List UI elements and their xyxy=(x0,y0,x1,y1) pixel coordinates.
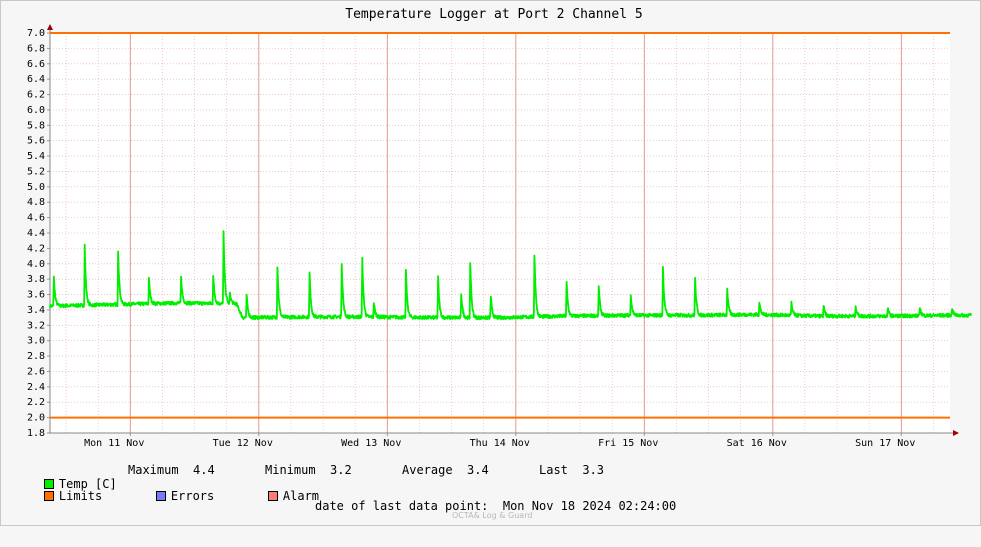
temperature-line xyxy=(49,230,972,321)
x-tick-label: Mon 11 Nov xyxy=(84,438,144,449)
y-tick-label: 5.0 xyxy=(27,182,45,193)
y-tick-label: 2.0 xyxy=(27,413,45,424)
last-label: Last xyxy=(539,463,568,477)
x-tick-label: Tue 12 Nov xyxy=(213,438,273,449)
legend-alarm-label: Alarm xyxy=(282,489,320,503)
y-tick-label: 6.2 xyxy=(27,90,45,101)
errors-swatch xyxy=(155,491,166,501)
legend-average: Average 3.4 xyxy=(402,463,489,477)
legend-last: Last 3.3 xyxy=(539,463,604,477)
x-axis-arrow xyxy=(953,430,959,436)
y-tick-label: 2.6 xyxy=(27,366,45,377)
y-tick-label: 4.4 xyxy=(27,228,45,239)
average-label: Average xyxy=(402,463,453,477)
minimum-label: Minimum xyxy=(265,463,316,477)
limits-swatch xyxy=(43,491,54,501)
y-tick-label: 1.8 xyxy=(27,428,45,439)
x-tick-label: Fri 15 Nov xyxy=(598,438,658,449)
chart-title: Temperature Logger at Port 2 Channel 5 xyxy=(345,7,642,22)
y-tick-label: 2.2 xyxy=(27,397,45,408)
average-value: 3.4 xyxy=(467,463,489,477)
y-tick-label: 6.6 xyxy=(27,59,45,70)
y-tick-label: 7.0 xyxy=(27,28,45,39)
x-tick-label: Sun 17 Nov xyxy=(855,438,915,449)
x-tick-label: Wed 13 Nov xyxy=(341,438,401,449)
legend-alarm: Alarm xyxy=(239,475,319,517)
last-data-point: date of last data point: Mon Nov 18 2024… xyxy=(315,499,676,513)
maximum-value: 4.4 xyxy=(193,463,215,477)
y-tick-label: 3.4 xyxy=(27,305,45,316)
watermark: OCTA& Log & Guard xyxy=(452,511,533,520)
y-tick-label: 3.8 xyxy=(27,274,45,285)
legend-stats-row: Temp [C] Maximum 4.4 Minimum 3.2 Average… xyxy=(15,463,604,547)
y-tick-label: 4.2 xyxy=(27,243,45,254)
y-tick-label: 6.0 xyxy=(27,105,45,116)
temp-swatch xyxy=(43,479,54,489)
y-axis: 1.8 2.0 2.2 2.4 2.6 2.8 3.0 3.2 3.4 3.6 3.8 4.0 4.2 4… xyxy=(27,24,53,439)
y-tick-label: 5.4 xyxy=(27,151,45,162)
legend-maximum: Maximum 4.4 xyxy=(128,463,215,477)
legend-errors-label: Errors xyxy=(170,489,215,503)
legend-limits-label: Limits xyxy=(58,489,103,503)
y-tick-label: 4.0 xyxy=(27,259,45,270)
legend-errors: Errors xyxy=(127,475,214,517)
grid xyxy=(50,32,950,434)
y-tick-label: 5.8 xyxy=(27,120,45,131)
y-tick-label: 5.6 xyxy=(27,136,45,147)
y-tick-label: 2.8 xyxy=(27,351,45,362)
maximum-label: Maximum xyxy=(128,463,179,477)
x-tick-label: Thu 14 Nov xyxy=(470,438,530,449)
y-tick-label: 2.4 xyxy=(27,382,45,393)
series xyxy=(49,230,972,321)
y-tick-label: 4.6 xyxy=(27,213,45,224)
legend-temp-label: Temp [C] xyxy=(58,477,117,491)
y-tick-label: 3.6 xyxy=(27,290,45,301)
y-tick-label: 3.0 xyxy=(27,336,45,347)
x-tick-label: Sat 16 Nov xyxy=(727,438,787,449)
y-tick-label: 6.8 xyxy=(27,43,45,54)
legend-limits: Limits xyxy=(15,475,102,517)
legend-temp: Temp [C] xyxy=(15,463,117,505)
limit-lines xyxy=(50,32,950,419)
alarm-swatch xyxy=(267,491,278,501)
x-axis: Mon 11 Nov Tue 12 Nov Wed 13 Nov Thu 14 Nov… xyxy=(47,430,959,449)
minimum-value: 3.2 xyxy=(330,463,352,477)
last-point-label: date of last data point: xyxy=(315,499,489,513)
legend-keys-row: Limits Errors Alarm xyxy=(15,475,319,531)
last-point-value: Mon Nov 18 2024 02:24:00 xyxy=(502,499,677,513)
y-tick-label: 6.4 xyxy=(27,74,45,85)
y-tick-label: 3.2 xyxy=(27,320,45,331)
y-tick-label: 5.2 xyxy=(27,166,45,177)
chart: Temperature Logger at Port 2 Channel 5 1… xyxy=(27,7,972,449)
last-value: 3.3 xyxy=(582,463,605,477)
legend-minimum: Minimum 3.2 xyxy=(265,463,352,477)
y-axis-arrow xyxy=(47,24,53,30)
y-tick-label: 4.8 xyxy=(27,197,45,208)
